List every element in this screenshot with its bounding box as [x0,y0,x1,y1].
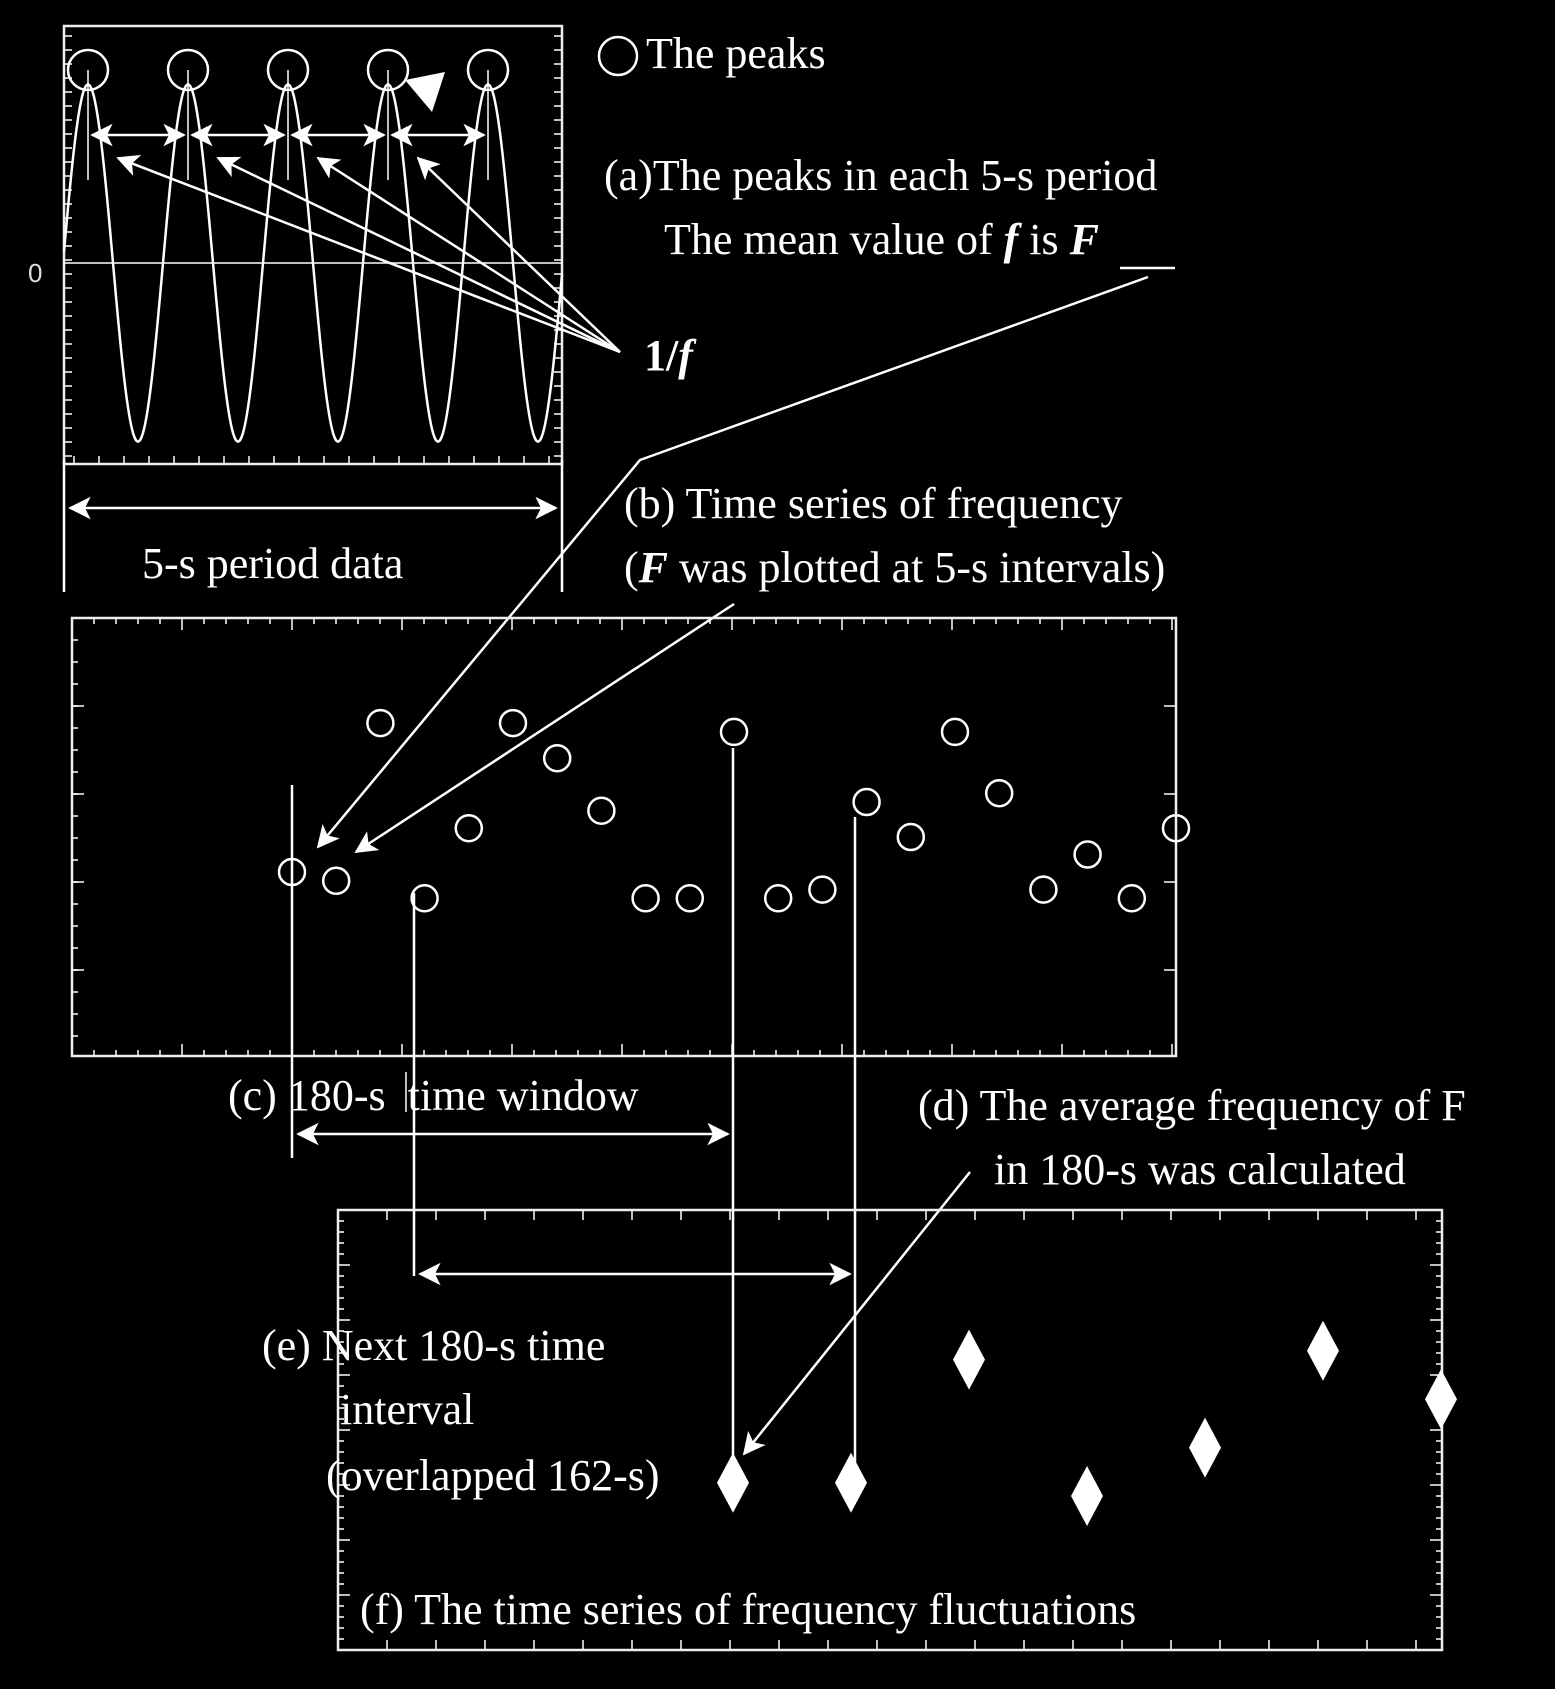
one-over-f-pointer [416,156,621,353]
panel-e-line3: (overlapped 162-s) [326,1451,660,1500]
panel-d-line2: in 180-s was calculated [994,1145,1406,1194]
fluctuation-point [835,1452,867,1513]
frequency-point [808,875,837,904]
frequency-point [763,884,793,913]
fluctuation-point [717,1452,749,1513]
one-over-f-pointer [116,154,621,354]
frequency-series-frame [70,616,1178,1058]
frequency-point [321,866,351,896]
period-label: 5-s period data [142,539,403,588]
panel-f-label: (f) The time series of frequency fluctua… [360,1585,1136,1634]
fluctuation-points [717,1320,1457,1526]
panel-a-title-line1: (a)The peaks in each 5-s period [604,151,1157,200]
frequency-point [896,822,926,852]
one-over-f-pointers [116,154,621,354]
one-over-f-pointer [316,156,621,354]
fluctuation-point [1307,1320,1339,1381]
panel-c-label: (c) 180-s time window [228,1071,639,1120]
frequency-series-ticks [72,618,1176,1056]
legend: The peaks [597,29,826,78]
panel-e-line1: (e) Next 180-s time [262,1321,605,1370]
panel-e-line2: interval [340,1385,474,1434]
frequency-point [587,796,616,825]
mean-to-point-pointer [316,275,1149,849]
panel-b-title-line1: (b) Time series of frequency [624,479,1123,528]
panel-a-title-line2: The mean value of f is F [664,215,1099,264]
frequency-point [852,787,881,817]
frequency-point [366,708,395,738]
average-pointer [742,1171,971,1456]
frequency-point [1117,884,1147,913]
frequency-point [1161,813,1191,843]
frequency-series-points [277,708,1191,913]
zero-tick-label: 0 [28,258,42,288]
frequency-point [675,884,705,913]
fluctuation-panel [336,1208,1457,1652]
waveform-panel: 0 5-s period data [28,24,621,592]
peak-guide-lines [87,70,489,180]
open-circle-icon [597,35,639,77]
fluctuation-frame [336,1208,1444,1652]
plotted-point-pointer [354,602,735,854]
fluctuation-point [1189,1417,1221,1478]
frequency-point [410,884,439,913]
legend-label: The peaks [646,29,826,78]
fluctuation-point [1071,1466,1103,1526]
frequency-point [719,717,749,747]
fluctuation-point [1425,1369,1457,1430]
frequency-point [542,743,572,773]
frequency-point [498,708,528,738]
one-over-f-label: 1/f [644,331,697,380]
frequency-point [984,778,1014,808]
one-over-f-pointer [216,156,621,354]
frequency-point [1029,875,1058,904]
fluctuation-ticks [338,1210,1442,1650]
frequency-point [940,717,970,747]
frequency-point [1073,840,1102,869]
frequency-point [631,884,660,913]
panel-b-title-line2: (F was plotted at 5-s intervals) [624,543,1165,592]
frequency-point [454,813,484,843]
panel-d-line1: (d) The average frequency of F [918,1081,1466,1130]
frequency-series-panel [70,616,1191,1058]
waveform-curve [62,83,564,443]
fluctuation-point [953,1329,985,1390]
waveform-ticks [64,35,562,464]
arrowhead-icon [405,72,445,112]
